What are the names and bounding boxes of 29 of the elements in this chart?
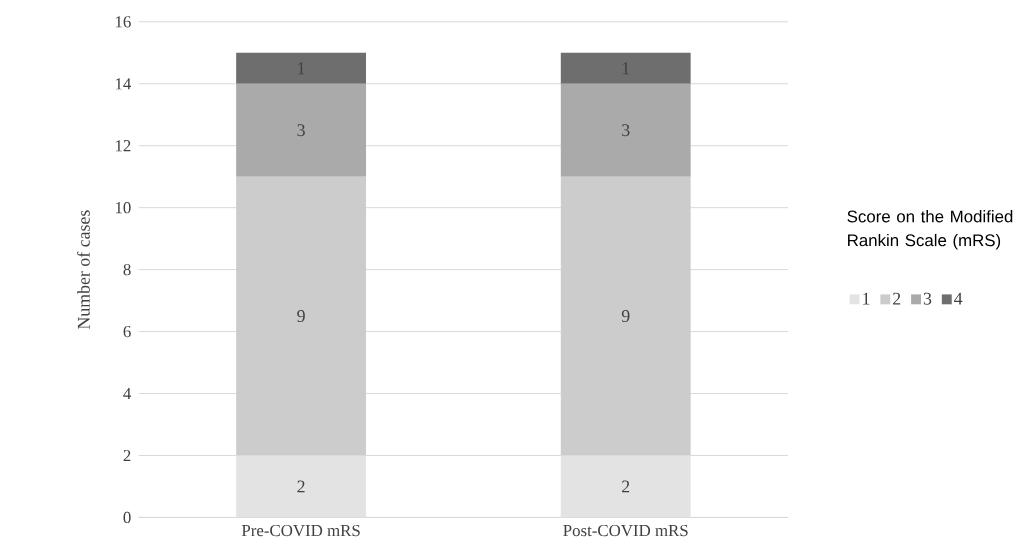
x-tick-label: Pre-COVID mRS <box>241 524 360 537</box>
legend-label: 2 <box>893 292 901 305</box>
bar <box>560 176 691 456</box>
bar <box>560 83 691 177</box>
data-label: 3 <box>622 124 630 137</box>
y-tick-label: 10 <box>115 201 131 214</box>
bar <box>236 52 367 84</box>
y-tick-label: 16 <box>115 16 131 28</box>
legend-label: 3 <box>923 292 932 305</box>
legend-label: 4 <box>954 292 963 305</box>
data-label: 3 <box>297 124 305 137</box>
data-label: 9 <box>297 310 305 323</box>
bar <box>236 176 367 456</box>
data-label: 2 <box>297 480 305 493</box>
bar <box>560 52 691 84</box>
data-label: 2 <box>622 480 630 493</box>
legend-label: 1 <box>863 292 870 305</box>
x-tick-label: Post-COVID mRS <box>563 524 688 537</box>
y-tick-label: 4 <box>123 387 132 400</box>
y-tick-label: 14 <box>115 78 132 90</box>
legend-title: Score on the Modified Rankin Scale (mRS) <box>847 210 1013 250</box>
bar <box>236 83 367 177</box>
y-tick-label: 0 <box>123 511 131 524</box>
y-axis-title: Number of cases <box>77 210 90 330</box>
data-label: 9 <box>621 310 630 323</box>
y-tick-label: 6 <box>123 325 131 338</box>
y-tick-label: 2 <box>123 449 131 462</box>
y-tick-label: 8 <box>123 263 131 276</box>
y-tick-label: 12 <box>115 140 131 152</box>
